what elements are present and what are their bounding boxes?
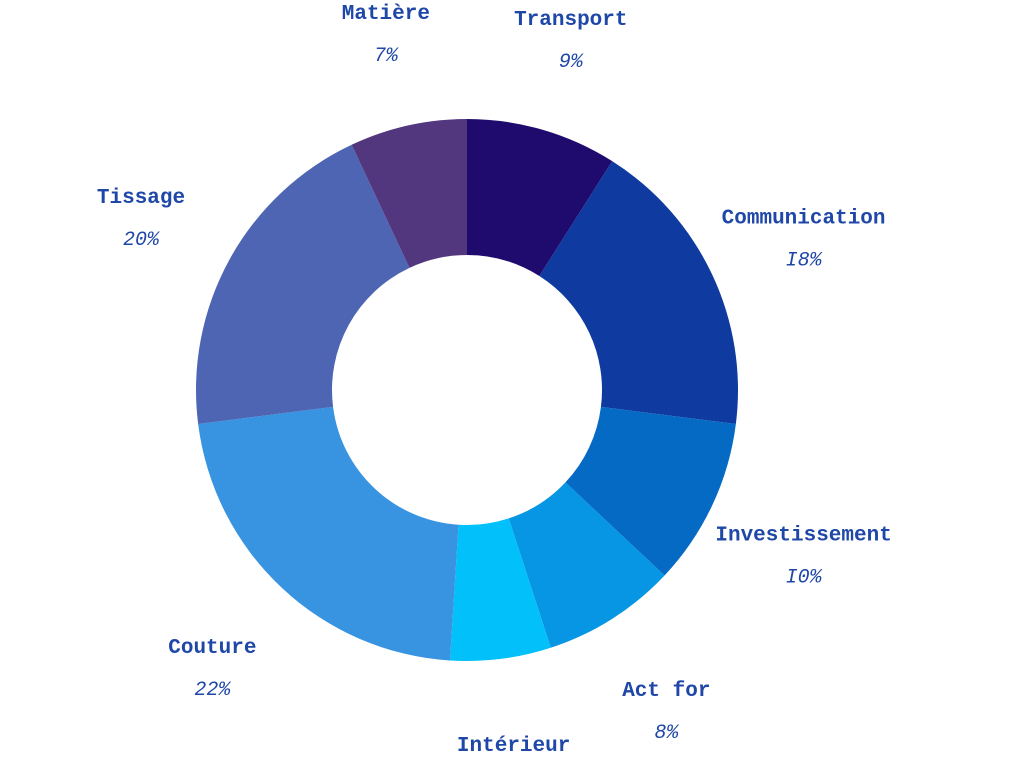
slice-value: 9% xyxy=(559,51,584,74)
slice-transport xyxy=(467,119,613,277)
slice-label: Intérieur xyxy=(457,735,570,758)
slice-label: Investissement xyxy=(715,524,891,547)
slice-label-group: Matière 7% xyxy=(342,3,430,68)
slice-int-rieur xyxy=(449,518,551,662)
slice-value: 7% xyxy=(374,45,399,68)
slice-label-group: Investissement I0% xyxy=(715,524,891,589)
labels-layer: Transport 9% Communication I8% Investissemen… xyxy=(97,3,892,758)
slice-label: Tissage xyxy=(97,187,185,210)
slice-label: Matière xyxy=(342,3,430,26)
slice-value: 20% xyxy=(123,229,160,252)
slice-investissement xyxy=(565,406,736,576)
slice-value: 22% xyxy=(194,679,231,702)
slice-mati-re xyxy=(351,119,467,268)
slice-act-for xyxy=(508,482,665,648)
slice-label-group: Communication I8% xyxy=(722,208,886,273)
slice-label-group: Tissage 20% xyxy=(97,187,185,252)
slice-label: Couture xyxy=(168,637,256,660)
slice-label: Communication xyxy=(722,208,886,231)
slice-label-group: Act for 8% xyxy=(622,680,710,745)
slice-tissage xyxy=(195,144,410,424)
slice-couture xyxy=(198,406,459,661)
slices-layer xyxy=(195,119,739,662)
slice-value: I0% xyxy=(786,566,823,589)
slice-label: Act for xyxy=(622,680,710,703)
slice-label-group: Intérieur6% xyxy=(457,735,570,758)
slice-value: I8% xyxy=(786,250,823,273)
slice-label-group: Couture 22% xyxy=(168,637,256,702)
slice-label-group: Transport 9% xyxy=(514,9,627,74)
slice-label: Transport xyxy=(514,9,627,32)
slice-communication xyxy=(539,161,739,424)
slice-value: 8% xyxy=(654,722,679,745)
